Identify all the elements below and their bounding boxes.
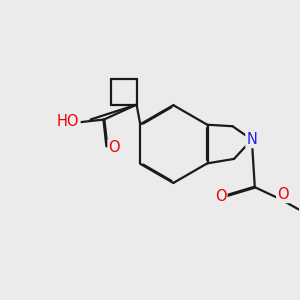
- Text: O: O: [215, 189, 226, 204]
- Text: O: O: [277, 187, 289, 202]
- Text: N: N: [246, 132, 257, 147]
- Text: O: O: [109, 140, 120, 155]
- Text: HO: HO: [57, 113, 80, 128]
